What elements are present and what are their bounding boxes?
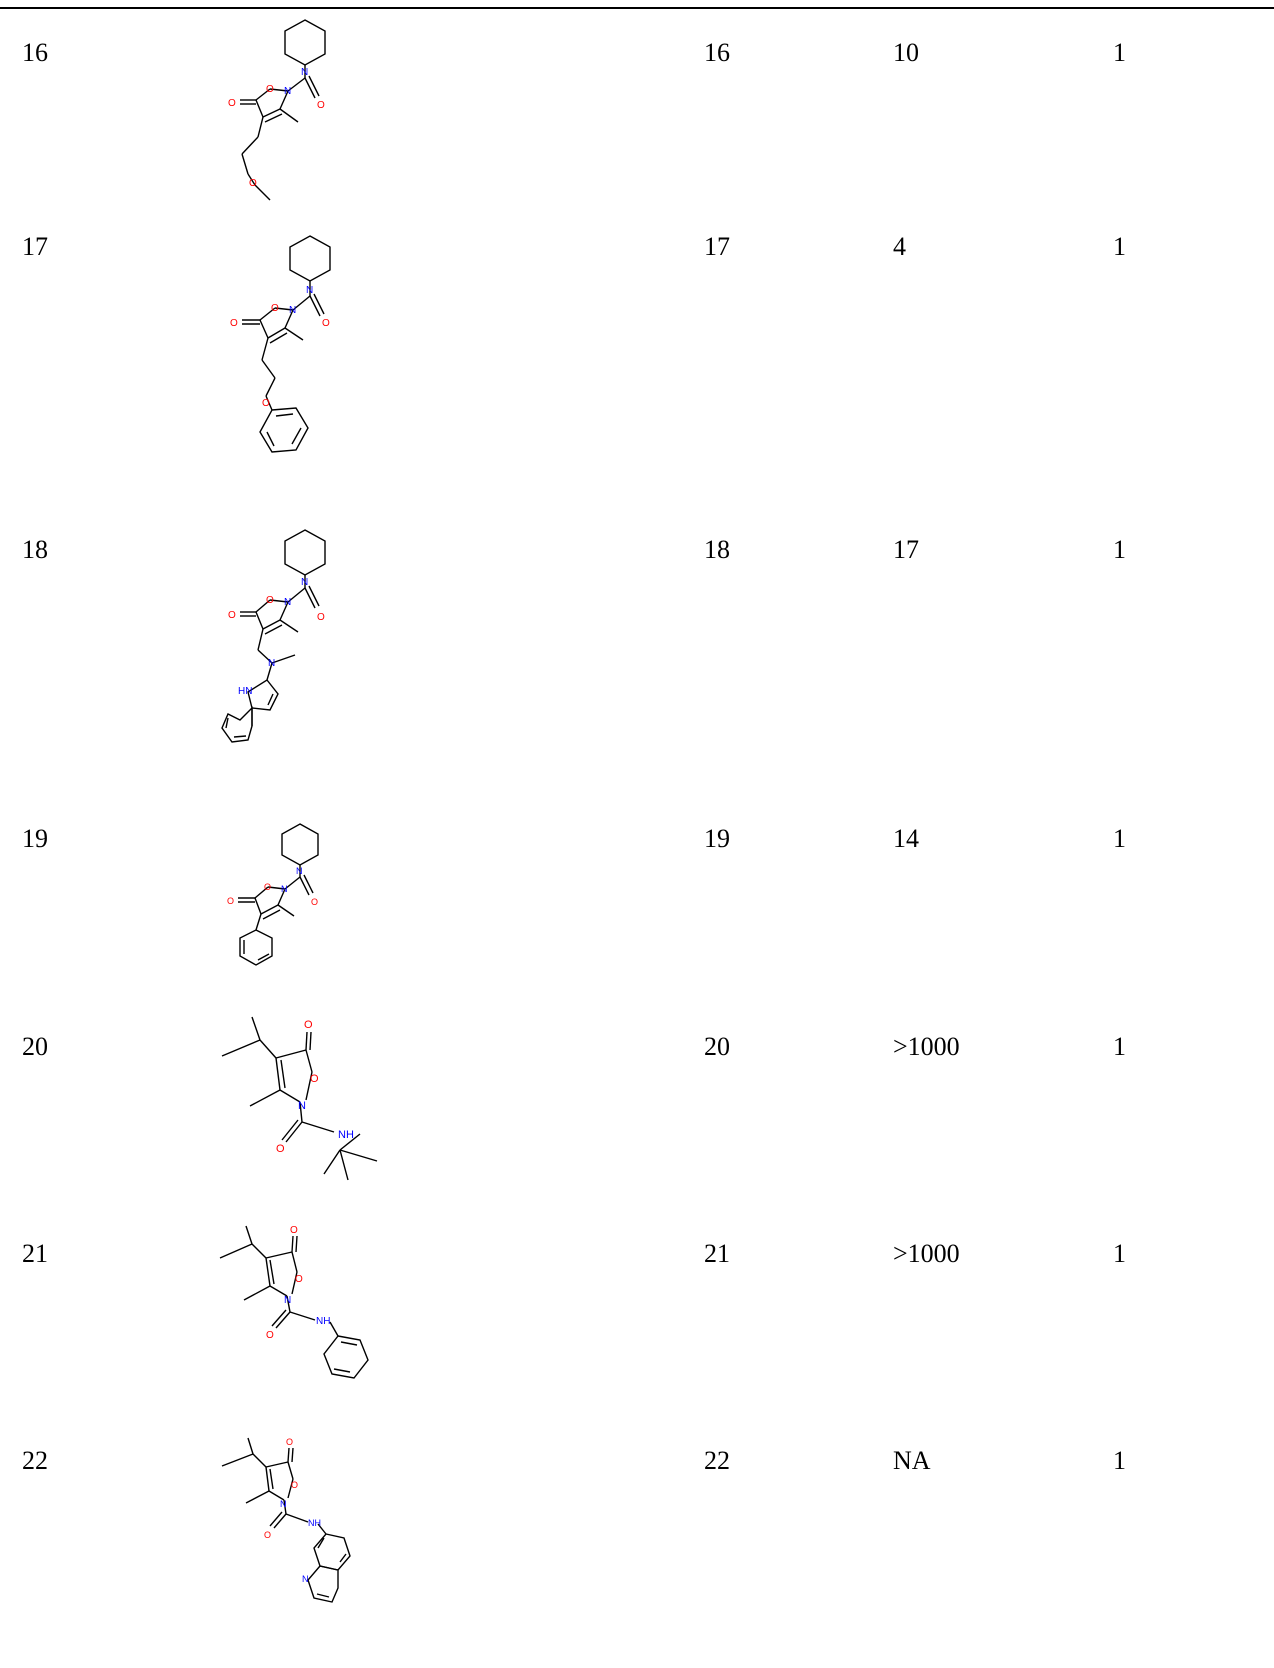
row-id: 18 (22, 535, 48, 564)
atom-label: N (296, 866, 303, 876)
row-id: 21 (22, 1239, 48, 1268)
atom-label: O (310, 1073, 319, 1085)
activity-value: >1000 (893, 1032, 960, 1061)
count-value: 1 (1113, 232, 1126, 261)
structure-19: N N O O O (227, 823, 319, 966)
compound-number: 21 (704, 1239, 730, 1268)
compound-number: 20 (704, 1032, 730, 1061)
atom-label: N (284, 86, 291, 97)
activity-value: 4 (893, 232, 906, 261)
atom-label: O (249, 178, 257, 189)
row-id: 22 (22, 1446, 48, 1475)
row-id: 19 (22, 824, 48, 853)
atom-label: O (227, 896, 234, 906)
atom-label: N (284, 1295, 291, 1306)
count-value: 1 (1113, 535, 1126, 564)
count-value: 1 (1113, 1032, 1126, 1061)
compound-number: 16 (704, 38, 730, 67)
atom-label: O (317, 100, 325, 111)
structure-16: N N O O O O (228, 19, 326, 201)
activity-value: 14 (893, 824, 919, 853)
atom-label: O (266, 1330, 274, 1341)
compound-number: 17 (704, 232, 730, 261)
atom-label: O (276, 1143, 285, 1155)
table-top-rule (0, 7, 1274, 9)
atom-label: O (266, 84, 274, 95)
row-id: 16 (22, 38, 48, 67)
activity-value: NA (893, 1446, 931, 1475)
compound-number: 22 (704, 1446, 730, 1475)
atom-label: O (304, 1019, 313, 1031)
row-id: 17 (22, 232, 48, 261)
count-value: 1 (1113, 1239, 1126, 1268)
atom-label: O (228, 610, 236, 621)
activity-value: 17 (893, 535, 919, 564)
atom-label: N (289, 305, 296, 316)
count-value: 1 (1113, 1446, 1126, 1475)
atom-label: O (264, 1530, 271, 1540)
atom-label: O (311, 897, 318, 907)
atom-label: N (268, 658, 275, 669)
atom-label: N (298, 1100, 306, 1112)
atom-label: O (291, 1480, 298, 1490)
atom-label: N (301, 67, 308, 78)
atom-label: O (290, 1225, 298, 1236)
compound-number: 18 (704, 535, 730, 564)
count-value: 1 (1113, 824, 1126, 853)
activity-value: 10 (893, 38, 919, 67)
atom-label: O (322, 318, 330, 329)
row-id: 20 (22, 1032, 48, 1061)
atom-label: O (286, 1437, 293, 1447)
count-value: 1 (1113, 38, 1126, 67)
atom-label: O (262, 398, 270, 409)
structure-17: N N O O O O (230, 235, 331, 453)
atom-label: O (264, 882, 271, 892)
atom-label: N (301, 577, 308, 588)
atom-label: O (266, 595, 274, 606)
activity-value: >1000 (893, 1239, 960, 1268)
atom-label: NH (316, 1316, 330, 1327)
atom-label: N (280, 1499, 287, 1509)
atom-label: O (228, 98, 236, 109)
structure-22: O O N O NH N (221, 1437, 351, 1603)
atom-label: N (284, 597, 291, 608)
atom-label: NH (308, 1518, 321, 1528)
structure-21: O O N O NH (219, 1225, 369, 1379)
atom-label: O (295, 1274, 303, 1285)
atom-label: N (306, 285, 313, 296)
atom-label: O (271, 303, 279, 314)
structure-18: N N O O O N HN (221, 529, 326, 743)
atom-label: N (302, 1574, 309, 1584)
structure-20: O O N O NH (221, 1016, 378, 1181)
atom-label: O (230, 318, 238, 329)
atom-label: O (317, 612, 325, 623)
atom-label: N (281, 884, 288, 894)
atom-label: HN (238, 686, 252, 697)
atom-label: NH (338, 1129, 354, 1141)
compound-number: 19 (704, 824, 730, 853)
